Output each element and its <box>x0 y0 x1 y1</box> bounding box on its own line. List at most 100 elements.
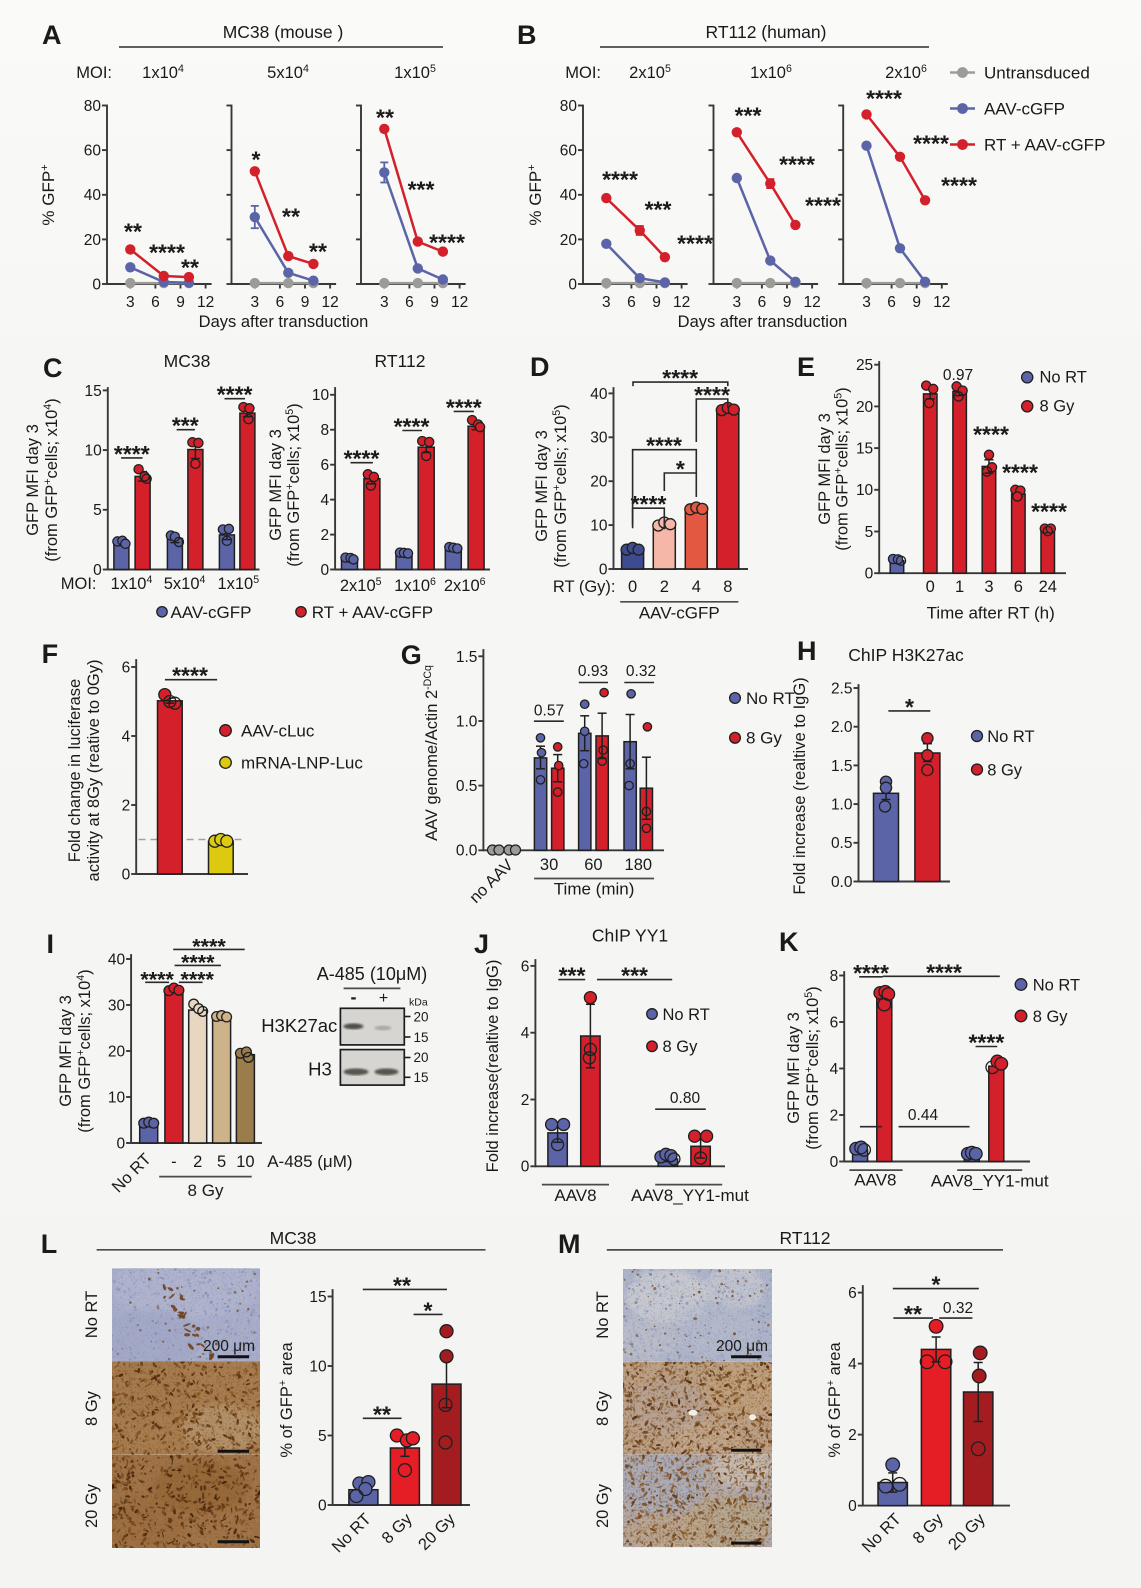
svg-text:2: 2 <box>521 1092 530 1109</box>
svg-text:*: * <box>424 1297 433 1323</box>
svg-text:6: 6 <box>320 457 329 474</box>
svg-text:2: 2 <box>848 1427 857 1444</box>
svg-text:****: **** <box>180 967 214 991</box>
svg-text:****: **** <box>913 131 949 157</box>
svg-text:(from GFP+​cells; x105​): (from GFP+​cells; x105​) <box>284 403 303 566</box>
svg-text:4: 4 <box>692 578 701 596</box>
svg-text:RT (Gy):: RT (Gy): <box>553 578 616 596</box>
svg-text:5x104​: 5x104​ <box>164 574 206 593</box>
svg-text:12: 12 <box>321 294 338 311</box>
svg-text:ChIP H3K27ac: ChIP H3K27ac <box>848 645 964 665</box>
svg-text:-: - <box>171 1153 177 1171</box>
svg-text:3: 3 <box>380 294 389 311</box>
svg-text:GFP MFI day 3: GFP MFI day 3 <box>816 413 834 525</box>
svg-text:8: 8 <box>320 422 329 439</box>
svg-text:****: **** <box>646 433 682 459</box>
svg-text:15: 15 <box>309 1289 326 1306</box>
svg-text:****: **** <box>394 414 430 440</box>
svg-text:0: 0 <box>122 866 131 883</box>
svg-text:10: 10 <box>309 1358 327 1375</box>
svg-text:3: 3 <box>250 294 259 311</box>
svg-text:15: 15 <box>414 1030 429 1045</box>
svg-text:0.93: 0.93 <box>578 663 608 680</box>
svg-text:0.0: 0.0 <box>456 843 478 860</box>
svg-text:**: ** <box>309 239 327 265</box>
svg-text:No RT: No RT <box>1033 976 1080 994</box>
svg-text:6: 6 <box>627 294 636 311</box>
svg-text:****: **** <box>968 1030 1004 1056</box>
svg-text:20: 20 <box>856 399 874 416</box>
svg-text:12: 12 <box>933 294 950 311</box>
svg-text:5: 5 <box>93 502 102 519</box>
svg-text:****: **** <box>779 152 815 178</box>
svg-text:20 Gy: 20 Gy <box>594 1483 612 1528</box>
svg-text:2: 2 <box>830 1107 839 1124</box>
svg-text:0: 0 <box>628 578 637 596</box>
svg-text:L: L <box>41 1229 58 1259</box>
svg-text:40: 40 <box>560 187 578 204</box>
svg-text:4: 4 <box>320 492 329 509</box>
svg-text:A-485 (10μM): A-485 (10μM) <box>317 964 427 984</box>
svg-text:9: 9 <box>652 294 661 311</box>
svg-text:5: 5 <box>217 1153 226 1171</box>
svg-text:2x106​: 2x106​ <box>885 63 927 82</box>
svg-text:0.32: 0.32 <box>626 663 656 680</box>
svg-text:*: * <box>252 147 261 173</box>
svg-text:2x105​: 2x105​ <box>629 63 671 82</box>
svg-text:****: **** <box>662 365 698 391</box>
svg-text:6: 6 <box>1014 578 1023 596</box>
svg-text:8 Gy: 8 Gy <box>1033 1008 1069 1026</box>
svg-text:2: 2 <box>193 1153 202 1171</box>
svg-text:3: 3 <box>732 294 741 311</box>
svg-text:***: *** <box>559 963 586 989</box>
svg-text:25: 25 <box>856 357 873 374</box>
svg-text:20: 20 <box>590 474 608 491</box>
svg-text:(from GFP+​cells; x105​): (from GFP+​cells; x105​) <box>803 986 822 1149</box>
svg-text:GFP MFI day 3: GFP MFI day 3 <box>267 429 285 541</box>
svg-text:8: 8 <box>723 578 732 596</box>
svg-text:4: 4 <box>122 728 131 745</box>
svg-text:3: 3 <box>602 294 611 311</box>
svg-text:RT + AAV-cGFP: RT + AAV-cGFP <box>984 135 1105 154</box>
svg-text:6: 6 <box>758 294 767 311</box>
svg-text:6: 6 <box>151 294 160 311</box>
svg-text:**: ** <box>282 204 300 230</box>
svg-text:60: 60 <box>560 143 578 160</box>
svg-text:0: 0 <box>320 562 329 579</box>
svg-text:80: 80 <box>84 98 102 115</box>
svg-text:****: **** <box>344 446 380 472</box>
svg-text:3: 3 <box>984 578 993 596</box>
svg-text:****: **** <box>926 959 962 985</box>
svg-text:****: **** <box>172 663 208 689</box>
svg-text:RT112: RT112 <box>780 1228 831 1248</box>
svg-text:1: 1 <box>955 578 964 596</box>
svg-text:*: * <box>676 456 685 482</box>
svg-text:40: 40 <box>84 187 102 204</box>
svg-text:10: 10 <box>108 1089 126 1106</box>
svg-text:0: 0 <box>830 1154 839 1171</box>
svg-text:AAV-cGFP: AAV-cGFP <box>984 99 1065 118</box>
svg-text:G: G <box>401 640 422 670</box>
svg-text:0: 0 <box>926 578 935 596</box>
svg-text:Fold increase(realtive to IgG): Fold increase(realtive to IgG) <box>484 960 502 1173</box>
svg-text:***: *** <box>408 177 435 203</box>
svg-text:0.44: 0.44 <box>908 1107 939 1124</box>
svg-text:0: 0 <box>848 1498 857 1515</box>
svg-text:****: **** <box>853 960 889 986</box>
svg-text:200 μm: 200 μm <box>203 1338 255 1355</box>
svg-text:4: 4 <box>830 1061 839 1078</box>
svg-text:2.0: 2.0 <box>831 719 853 736</box>
svg-text:Fold change in luciferase: Fold change in luciferase <box>66 679 84 862</box>
svg-text:M: M <box>558 1229 581 1259</box>
svg-text:***: *** <box>645 197 672 223</box>
svg-text:****: **** <box>866 86 902 112</box>
svg-text:3: 3 <box>126 294 135 311</box>
svg-text:**: ** <box>373 1401 391 1427</box>
svg-text:MC38 (mouse ): MC38 (mouse ) <box>223 22 344 42</box>
svg-text:1x105​: 1x105​ <box>394 63 436 82</box>
svg-text:1.5: 1.5 <box>456 649 478 666</box>
svg-text:8 Gy: 8 Gy <box>188 1181 224 1200</box>
svg-text:****: **** <box>429 230 465 256</box>
svg-text:6: 6 <box>887 294 896 311</box>
svg-text:****: **** <box>805 193 841 219</box>
